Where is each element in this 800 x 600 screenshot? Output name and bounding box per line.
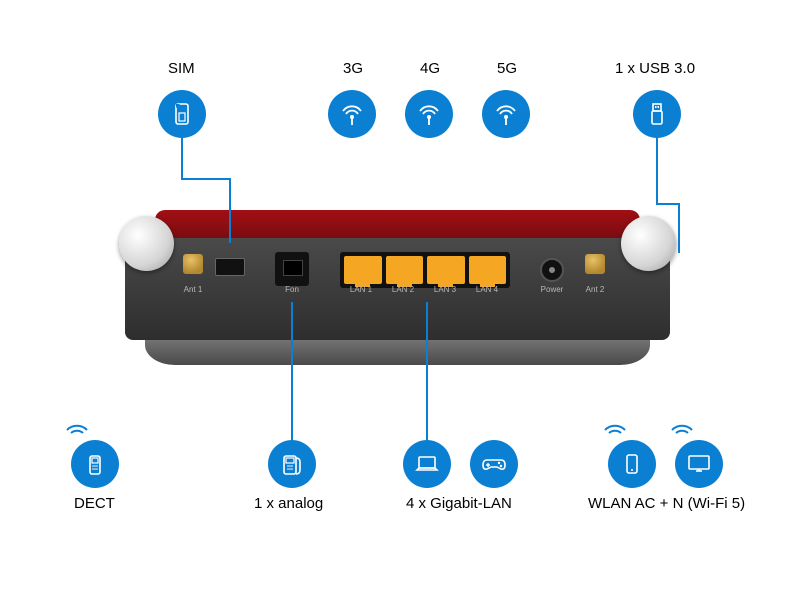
antenna-connector-2	[585, 254, 605, 274]
power-port	[540, 258, 564, 282]
wlan-wireless-icon-2	[667, 408, 697, 438]
wireless-4g-icon	[405, 90, 453, 138]
lan-port-1	[344, 256, 382, 284]
gamepad-icon	[470, 440, 518, 488]
port-label-lan3: LAN 3	[434, 285, 456, 294]
port-label-fon: Fon	[285, 285, 299, 294]
leader-sim-v2	[229, 178, 231, 243]
lan-port-4	[469, 256, 507, 284]
sim-icon	[158, 90, 206, 138]
port-label-lan1: LAN 1	[350, 285, 372, 294]
router-device: Ant 1 Fon LAN 1 LAN 2 LAN 3 LAN 4 Power …	[125, 210, 670, 365]
lan-port-block	[340, 252, 510, 288]
port-label-power: Power	[541, 285, 564, 294]
port-label-ant2: Ant 2	[586, 285, 605, 294]
wlan-wireless-icon-1	[600, 408, 630, 438]
port-label-lan4: LAN 4	[476, 285, 498, 294]
leader-sim-h	[181, 178, 231, 180]
leader-analog	[291, 302, 293, 440]
label-5g: 5G	[497, 60, 517, 77]
leader-usb-h	[656, 203, 680, 205]
sim-slot	[215, 258, 245, 276]
label-dect: DECT	[74, 495, 115, 512]
laptop-icon	[403, 440, 451, 488]
router-top-red	[155, 210, 640, 238]
leader-usb-v2	[678, 203, 680, 253]
label-sim: SIM	[168, 60, 195, 77]
fon-port	[275, 252, 309, 286]
wireless-5g-icon	[482, 90, 530, 138]
monitor-icon	[675, 440, 723, 488]
label-3g: 3G	[343, 60, 363, 77]
leader-sim-v	[181, 138, 183, 178]
wireless-3g-icon	[328, 90, 376, 138]
label-usb: 1 x USB 3.0	[615, 60, 695, 77]
port-label-lan2: LAN 2	[392, 285, 414, 294]
lan-port-2	[386, 256, 424, 284]
smartphone-icon	[608, 440, 656, 488]
dect-wireless-icon	[62, 408, 92, 438]
label-4g: 4G	[420, 60, 440, 77]
lan-port-3	[427, 256, 465, 284]
label-wlan: WLAN AC + N (Wi-Fi 5)	[588, 495, 745, 512]
leader-usb-v	[656, 138, 658, 203]
usb-icon	[633, 90, 681, 138]
leader-lan	[426, 302, 428, 440]
router-endcap-right	[621, 216, 676, 271]
port-label-ant1: Ant 1	[184, 285, 203, 294]
analog-phone-icon	[268, 440, 316, 488]
router-endcap-left	[119, 216, 174, 271]
label-gigabit: 4 x Gigabit-LAN	[406, 495, 512, 512]
label-analog: 1 x analog	[254, 495, 323, 512]
dect-phone-icon	[71, 440, 119, 488]
antenna-connector-1	[183, 254, 203, 274]
